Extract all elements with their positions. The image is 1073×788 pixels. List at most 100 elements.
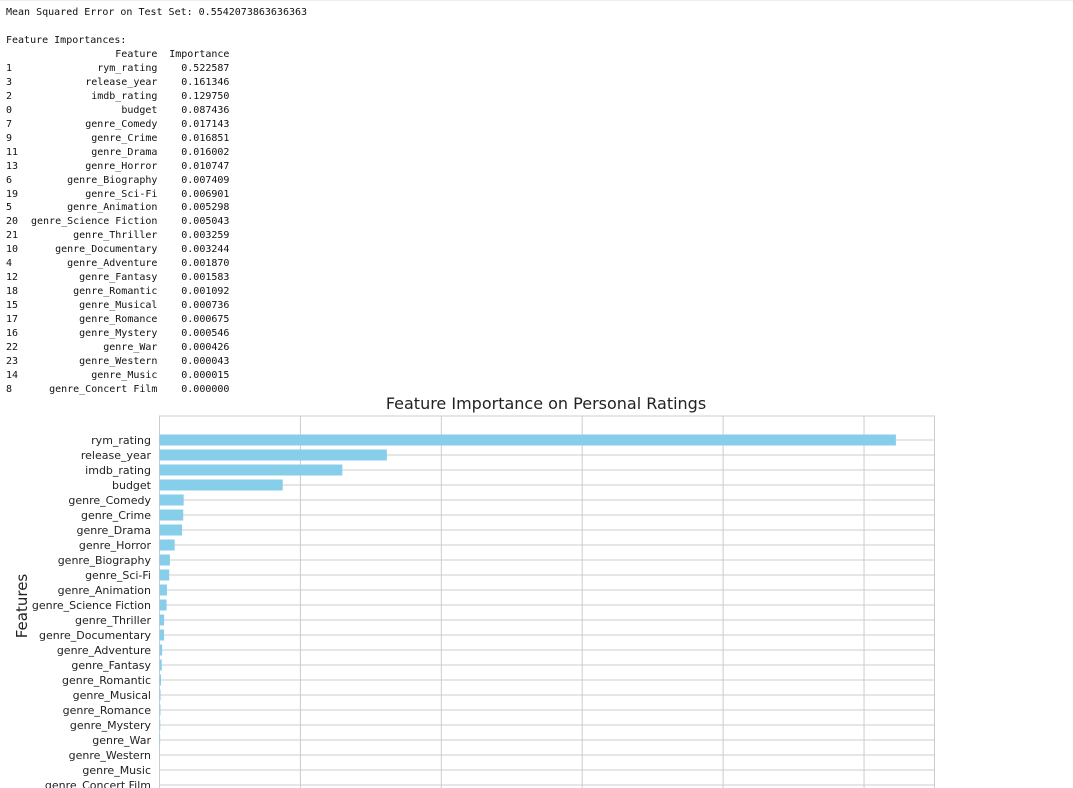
- row-index: 15: [6, 300, 19, 312]
- row-importance: 0.000000: [181, 383, 230, 395]
- y-tick-label: genre_Animation: [58, 584, 151, 597]
- row-importance: 0.001092: [181, 286, 230, 298]
- row-index: 14: [6, 369, 19, 381]
- row-feature: genre_Concert Film: [49, 383, 158, 395]
- y-tick-label: genre_Music: [82, 764, 151, 777]
- y-tick-label: genre_Comedy: [68, 494, 151, 507]
- row-importance: 0.000426: [181, 342, 230, 354]
- y-tick-label: genre_Concert Film: [45, 779, 151, 788]
- table-row: 16 genre_Mystery 0.000546: [6, 327, 229, 341]
- row-index: 10: [6, 244, 19, 256]
- table-row: 19 genre_Sci-Fi 0.006901: [6, 188, 229, 202]
- row-index: 11: [6, 146, 19, 158]
- row-importance: 0.010747: [181, 160, 230, 172]
- row-feature: genre_Fantasy: [79, 272, 158, 284]
- y-tick-label: genre_Musical: [73, 689, 151, 702]
- bar-genre-comedy: [159, 494, 184, 506]
- table-row: 15 genre_Musical 0.000736: [6, 299, 229, 313]
- row-feature: genre_Sci-Fi: [85, 188, 158, 200]
- row-index: 22: [6, 342, 19, 354]
- row-importance: 0.016002: [181, 146, 230, 158]
- row-importance: 0.129750: [181, 90, 230, 102]
- y-tick-label: genre_Romantic: [62, 674, 151, 687]
- row-importance: 0.003259: [181, 230, 230, 242]
- y-tick-label: release_year: [81, 449, 152, 462]
- bar-genre-drama: [159, 524, 183, 536]
- row-importance: 0.522587: [181, 62, 230, 74]
- row-importance: 0.017143: [181, 118, 230, 130]
- row-importance: 0.006901: [181, 188, 230, 200]
- row-feature: genre_Crime: [91, 132, 158, 144]
- row-importance: 0.161346: [181, 76, 230, 88]
- y-tick-label: genre_Thriller: [75, 614, 151, 627]
- row-feature: genre_Thriller: [73, 230, 158, 242]
- table-row: 21 genre_Thriller 0.003259: [6, 229, 229, 243]
- table-row: 7 genre_Comedy 0.017143: [6, 118, 229, 132]
- y-tick-label: genre_Documentary: [39, 629, 152, 642]
- bar-imdb-rating: [159, 464, 343, 476]
- index-header: [6, 48, 31, 62]
- bar-genre-sci-fi: [159, 569, 170, 581]
- bar-genre-fantasy: [159, 659, 162, 671]
- row-feature: genre_Musical: [79, 300, 158, 312]
- bar-genre-horror: [159, 539, 175, 551]
- bar-release-year: [159, 449, 387, 461]
- row-index: 12: [6, 272, 19, 284]
- bar-genre-romantic: [159, 674, 162, 686]
- row-index: 9: [6, 132, 13, 144]
- row-feature: genre_Horror: [85, 160, 158, 172]
- row-feature: genre_Science Fiction: [31, 216, 158, 228]
- row-index: 2: [6, 90, 13, 102]
- bar-genre-documentary: [159, 629, 165, 641]
- row-importance: 0.000546: [181, 328, 230, 340]
- y-tick-label: rym_rating: [91, 434, 151, 447]
- row-importance: 0.000043: [181, 355, 230, 367]
- row-feature: genre_Documentary: [55, 244, 158, 256]
- y-tick-label: genre_Fantasy: [71, 659, 151, 672]
- table-row: 14 genre_Music 0.000015: [6, 369, 229, 383]
- row-importance: 0.001583: [181, 272, 230, 284]
- bar-genre-thriller: [159, 614, 165, 626]
- row-feature: genre_Adventure: [67, 258, 158, 270]
- row-index: 6: [6, 174, 13, 186]
- feature-importance-table: Feature Importance 1 rym_rating 0.522587 3 r…: [6, 48, 229, 397]
- y-tick-label: genre_Drama: [77, 524, 151, 537]
- bars: [159, 434, 896, 776]
- bar-genre-crime: [159, 509, 184, 521]
- row-importance: 0.000736: [181, 300, 230, 312]
- row-feature: genre_Drama: [91, 146, 158, 158]
- y-tick-label: genre_Adventure: [57, 644, 151, 657]
- table-row: 6 genre_Biography 0.007409: [6, 174, 229, 188]
- table-row: 3 release_year 0.161346: [6, 76, 229, 90]
- y-tick-label: genre_Science Fiction: [32, 599, 151, 612]
- row-feature: genre_Music: [91, 369, 158, 381]
- table-row: 10 genre_Documentary 0.003244: [6, 243, 229, 257]
- row-importance: 0.000015: [181, 369, 230, 381]
- row-index: 16: [6, 328, 19, 340]
- gridlines: [159, 416, 935, 788]
- y-tick-label: genre_Horror: [79, 539, 152, 552]
- y-tick-label: budget: [112, 479, 152, 492]
- row-index: 5: [6, 202, 13, 214]
- bar-genre-adventure: [159, 644, 163, 656]
- bar-genre-science-fiction: [159, 599, 167, 611]
- row-index: 8: [6, 383, 13, 395]
- feature-importances-heading: Feature Importances:: [6, 35, 127, 46]
- table-row: 12 genre_Fantasy 0.001583: [6, 271, 229, 285]
- table-row: 5 genre_Animation 0.005298: [6, 201, 229, 215]
- row-importance: 0.007409: [181, 174, 230, 186]
- row-importance: 0.087436: [181, 104, 230, 116]
- table-row: 13 genre_Horror 0.010747: [6, 160, 229, 174]
- table-row: 8 genre_Concert Film 0.000000: [6, 383, 229, 397]
- y-tick-label: genre_Biography: [58, 554, 152, 567]
- row-index: 0: [6, 104, 13, 116]
- bar-rym-rating: [159, 434, 896, 446]
- row-feature: genre_Comedy: [85, 118, 158, 130]
- row-feature: genre_Biography: [67, 174, 158, 186]
- y-tick-label: imdb_rating: [85, 464, 151, 477]
- table-row: 20 genre_Science Fiction 0.005043: [6, 215, 229, 229]
- row-index: 13: [6, 160, 19, 172]
- table-row: 0 budget 0.087436: [6, 104, 229, 118]
- bar-genre-animation: [159, 584, 167, 596]
